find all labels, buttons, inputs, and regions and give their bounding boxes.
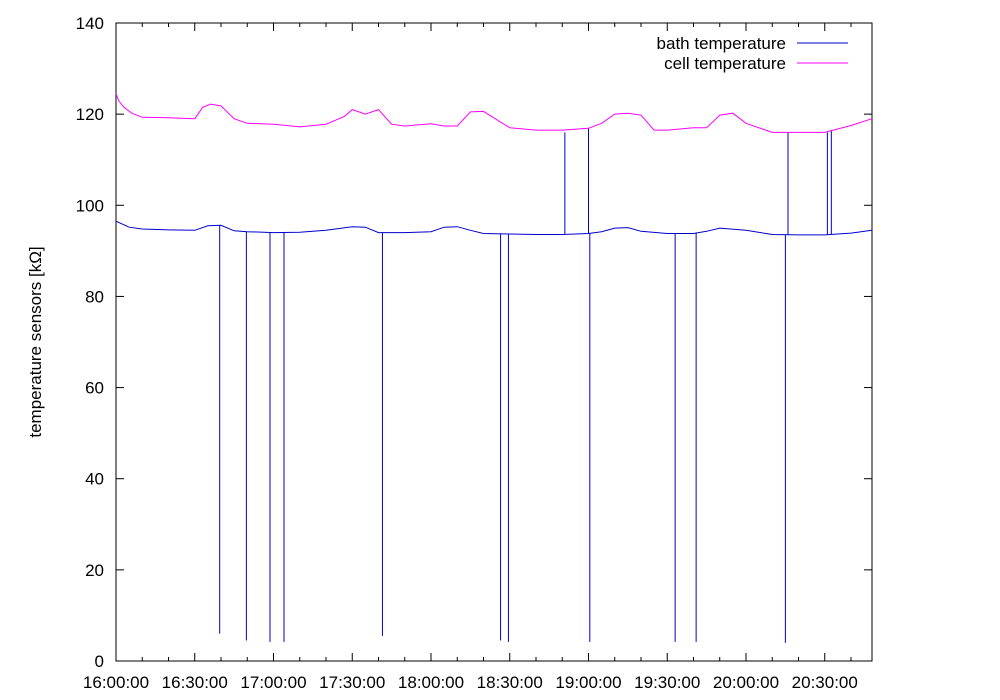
series-layer [115,93,873,643]
y-tick-label: 40 [85,470,104,489]
y-axis-title: temperature sensors [kΩ] [26,246,45,437]
series-line-0 [115,220,873,236]
legend-label: cell temperature [664,54,786,73]
legend-label: bath temperature [657,34,786,53]
y-tick-label: 60 [85,379,104,398]
series-line-1 [115,93,873,133]
x-tick-label: 16:30:00 [162,673,228,692]
y-tick-label: 140 [76,14,104,33]
x-tick-label: 16:00:00 [83,673,149,692]
y-tick-label: 100 [76,196,104,215]
x-tick-label: 18:00:00 [398,673,464,692]
x-tick-label: 20:00:00 [713,673,779,692]
y-tick-label: 80 [85,287,104,306]
y-tick-label: 0 [95,652,104,671]
y-tick-label: 20 [85,561,104,580]
x-tick-label: 20:30:00 [792,673,858,692]
x-tick-label: 18:30:00 [477,673,543,692]
x-tick-label: 17:00:00 [240,673,306,692]
plot-frame [115,22,873,662]
y-tick-label: 120 [76,105,104,124]
x-tick-label: 19:00:00 [555,673,621,692]
x-tick-label: 17:30:00 [319,673,385,692]
x-tick-label: 19:30:00 [634,673,700,692]
axis-ticks: 0 20 40 60 80 100 120 140 16:00:00 16:30:00 17:00:… [76,14,872,692]
